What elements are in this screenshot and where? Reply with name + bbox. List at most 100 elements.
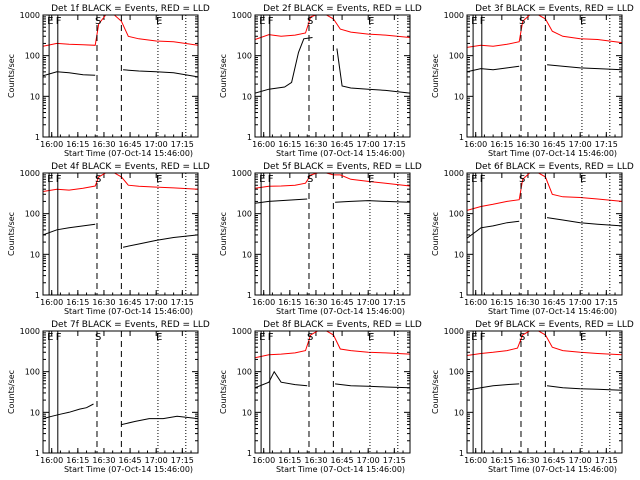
- y-tick-label: 1000: [20, 169, 40, 178]
- time-marker-label: S: [307, 174, 313, 185]
- time-marker-label: E: [368, 332, 374, 343]
- x-tick-label: 16:15: [490, 456, 513, 465]
- series-events-line: [255, 370, 410, 389]
- series-events-line: [467, 64, 622, 73]
- x-tick-label: 16:45: [543, 456, 566, 465]
- y-tick-label: 1: [459, 449, 464, 458]
- y-axis-label: Counts/sec: [7, 54, 16, 98]
- x-tick-label: 16:00: [252, 140, 275, 149]
- series-events-line: [467, 383, 622, 391]
- x-axis-label: Start Time (07-Oct-14 15:46:00): [64, 307, 193, 316]
- series-lld-line: [467, 15, 622, 48]
- detector-panel-9: Det 9f BLACK = Events, RED = LLD Counts/s…: [431, 320, 634, 474]
- x-tick-label: 17:00: [145, 140, 168, 149]
- x-tick-label: 17:00: [357, 298, 380, 307]
- x-tick-label: 17:15: [171, 140, 194, 149]
- detector-panel-7: Det 7f BLACK = Events, RED = LLD Counts/s…: [7, 320, 210, 474]
- time-marker-label: F: [56, 16, 62, 27]
- y-axis-label: Counts/sec: [431, 212, 440, 256]
- x-tick-label: 16:15: [490, 298, 513, 307]
- x-tick-label: 16:30: [516, 140, 539, 149]
- series-lld-line: [43, 15, 198, 47]
- y-tick-label: 10: [242, 250, 252, 259]
- x-axis-label: Start Time (07-Oct-14 15:46:00): [488, 149, 617, 158]
- time-marker-label: E: [368, 16, 374, 27]
- time-marker-label: E: [156, 16, 162, 27]
- time-marker-label: E: [47, 16, 53, 27]
- y-tick-label: 1000: [444, 327, 464, 336]
- x-tick-label: 17:00: [145, 298, 168, 307]
- x-tick-label: 16:00: [464, 298, 487, 307]
- x-axis-label: Start Time (07-Oct-14 15:46:00): [64, 149, 193, 158]
- x-tick-label: 16:30: [304, 298, 327, 307]
- y-tick-label: 100: [25, 52, 40, 61]
- time-marker-label: S: [95, 16, 101, 27]
- y-tick-label: 100: [449, 52, 464, 61]
- detector-panel-1: Det 1f BLACK = Events, RED = LLD Counts/s…: [7, 4, 210, 158]
- series-events-line: [467, 217, 622, 239]
- time-marker-label: S: [307, 332, 313, 343]
- panel-title: Det 8f BLACK = Events, RED = LLD: [263, 320, 422, 330]
- x-tick-label: 17:15: [383, 140, 406, 149]
- series-lld-line: [467, 173, 622, 211]
- series-lld-line: [467, 331, 622, 356]
- y-tick-label: 100: [237, 210, 252, 219]
- y-tick-label: 100: [237, 368, 252, 377]
- plot-frame: [466, 172, 623, 296]
- x-tick-label: 16:30: [516, 298, 539, 307]
- series-events-line: [43, 403, 198, 426]
- plot-frame: [42, 330, 199, 454]
- y-tick-label: 10: [242, 408, 252, 417]
- x-tick-label: 16:30: [516, 456, 539, 465]
- y-tick-label: 1: [247, 291, 252, 300]
- y-tick-label: 1000: [444, 11, 464, 20]
- detector-panel-3: Det 3f BLACK = Events, RED = LLD Counts/s…: [431, 4, 634, 158]
- time-marker-label: F: [56, 174, 62, 185]
- time-marker-label: F: [268, 332, 274, 343]
- x-tick-label: 17:15: [383, 456, 406, 465]
- x-tick-label: 17:15: [595, 456, 618, 465]
- x-tick-label: 16:15: [66, 456, 89, 465]
- detector-panel-4: Det 4f BLACK = Events, RED = LLD Counts/s…: [7, 162, 210, 316]
- x-tick-label: 16:45: [331, 298, 354, 307]
- x-tick-label: 16:15: [66, 140, 89, 149]
- y-tick-label: 1000: [20, 327, 40, 336]
- y-tick-label: 10: [454, 408, 464, 417]
- y-tick-label: 1000: [20, 11, 40, 20]
- plot-frame: [466, 14, 623, 138]
- time-marker-label: E: [259, 332, 265, 343]
- y-axis-label: Counts/sec: [431, 370, 440, 414]
- y-tick-label: 100: [449, 210, 464, 219]
- x-tick-label: 16:00: [252, 456, 275, 465]
- y-tick-label: 1: [35, 133, 40, 142]
- time-marker-label: S: [95, 174, 101, 185]
- plot-frame: [254, 172, 411, 296]
- time-marker-label: E: [47, 332, 53, 343]
- x-tick-label: 16:15: [278, 140, 301, 149]
- y-tick-label: 1: [35, 291, 40, 300]
- x-tick-label: 16:45: [331, 140, 354, 149]
- y-tick-label: 1000: [232, 11, 252, 20]
- x-tick-label: 16:15: [278, 298, 301, 307]
- x-tick-label: 17:15: [595, 298, 618, 307]
- time-marker-label: E: [471, 174, 477, 185]
- x-tick-label: 16:45: [119, 140, 142, 149]
- y-tick-label: 100: [449, 368, 464, 377]
- series-events-line: [255, 37, 410, 94]
- y-tick-label: 1: [35, 449, 40, 458]
- y-tick-label: 100: [237, 52, 252, 61]
- x-tick-label: 16:00: [252, 298, 275, 307]
- x-tick-label: 16:15: [278, 456, 301, 465]
- time-marker-label: F: [480, 332, 486, 343]
- time-marker-label: F: [268, 174, 274, 185]
- y-tick-label: 1: [247, 449, 252, 458]
- detector-panel-6: Det 6f BLACK = Events, RED = LLD Counts/s…: [431, 162, 634, 316]
- y-tick-label: 1000: [232, 169, 252, 178]
- y-tick-label: 10: [30, 250, 40, 259]
- y-tick-label: 10: [454, 250, 464, 259]
- series-lld-line: [255, 173, 410, 189]
- panel-title: Det 4f BLACK = Events, RED = LLD: [51, 162, 210, 172]
- x-tick-label: 16:15: [66, 298, 89, 307]
- time-marker-label: S: [519, 174, 525, 185]
